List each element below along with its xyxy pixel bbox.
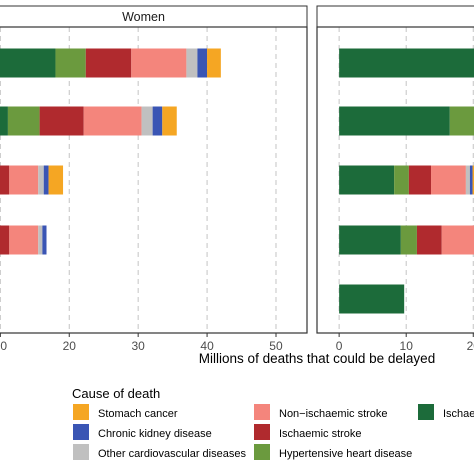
bar-segment-ocvd <box>141 106 153 136</box>
panel-border <box>316 26 474 334</box>
legend-swatch <box>254 404 270 420</box>
legend-label: Non−ischaemic stroke <box>279 408 388 420</box>
legend-label: Chronic kidney disease <box>98 428 212 440</box>
bar-segment-nonisch <box>431 165 466 195</box>
legend-title: Cause of death <box>72 386 160 401</box>
bar-segment-ocvd <box>38 225 43 255</box>
bar-segment-ihd <box>339 48 474 78</box>
bar-segment-nonisch <box>131 48 187 78</box>
bar-segment-ckd <box>152 106 163 136</box>
legend-label: Hypertensive heart disease <box>279 448 412 460</box>
x-tick-label: 10 <box>0 339 7 353</box>
panel-strip-label: Women <box>122 10 165 24</box>
x-tick-label: 40 <box>200 339 214 353</box>
bar-segment-ckd <box>469 165 473 195</box>
legend-label: Ischaemic stroke <box>279 428 362 440</box>
legend-swatch <box>73 404 89 420</box>
legend-swatch <box>254 424 270 440</box>
bar-segment-ihd <box>0 48 56 78</box>
panel-1: Women 10 20 30 40 50 <box>0 5 308 353</box>
bar-segment-nonisch <box>441 225 474 255</box>
bar-segment-ckd <box>197 48 208 78</box>
legend-swatch <box>254 444 270 460</box>
bar-segment-ihd <box>339 106 450 136</box>
bar-segment-stomach <box>472 165 474 195</box>
bar-segment-ckd <box>43 165 49 195</box>
bar-segment-isch <box>408 165 432 195</box>
bar-segment-hhd <box>7 106 40 136</box>
x-axis-title: Millions of deaths that could be delayed <box>199 351 435 366</box>
legend-label: Stomach cancer <box>98 408 178 420</box>
legend-label: Ischae <box>443 408 474 420</box>
legend-label: Other cardiovascular diseases <box>98 448 246 460</box>
bar-segment-nonisch <box>9 165 39 195</box>
x-tick-label: 50 <box>269 339 283 353</box>
bar-segment-stomach <box>162 106 177 136</box>
bar-segment-ocvd <box>465 165 470 195</box>
bar-segment-ckd <box>42 225 47 255</box>
x-tick-label: 0 <box>336 339 343 353</box>
bar-segment-isch <box>0 225 10 255</box>
panel-border <box>0 26 308 334</box>
bar-segment-ihd <box>339 284 405 314</box>
x-tick-label: 10 <box>400 339 414 353</box>
bar-segment-ihd <box>0 106 8 136</box>
bar-segment-hhd <box>400 225 417 255</box>
bar-segment-nonisch <box>9 225 39 255</box>
legend-swatch <box>73 444 89 460</box>
bar-segment-isch <box>0 165 10 195</box>
bar-segment-stomach <box>48 165 64 195</box>
panel-strip <box>316 5 474 28</box>
legend-swatch <box>73 424 89 440</box>
bar-segment-ihd <box>339 225 401 255</box>
bar-segment-isch <box>39 106 84 136</box>
bar-segment-ocvd <box>186 48 198 78</box>
bar-segment-hhd <box>449 106 474 136</box>
bar-segment-isch <box>416 225 442 255</box>
x-tick-label: 20 <box>63 339 77 353</box>
bar-segment-ihd <box>339 165 395 195</box>
x-tick-label: 30 <box>131 339 145 353</box>
bar-segment-nonisch <box>83 106 142 136</box>
legend-swatch <box>418 404 434 420</box>
bar-segment-hhd <box>55 48 86 78</box>
bar-segment-hhd <box>394 165 409 195</box>
x-tick-label: 20 <box>467 339 474 353</box>
bar-segment-stomach <box>207 48 221 78</box>
bar-segment-isch <box>85 48 132 78</box>
bar-segment-ocvd <box>38 165 44 195</box>
panel-2: 0 10 20 <box>316 5 474 353</box>
legend: Cause of death Stomach cancer Chronic kid… <box>72 386 474 460</box>
